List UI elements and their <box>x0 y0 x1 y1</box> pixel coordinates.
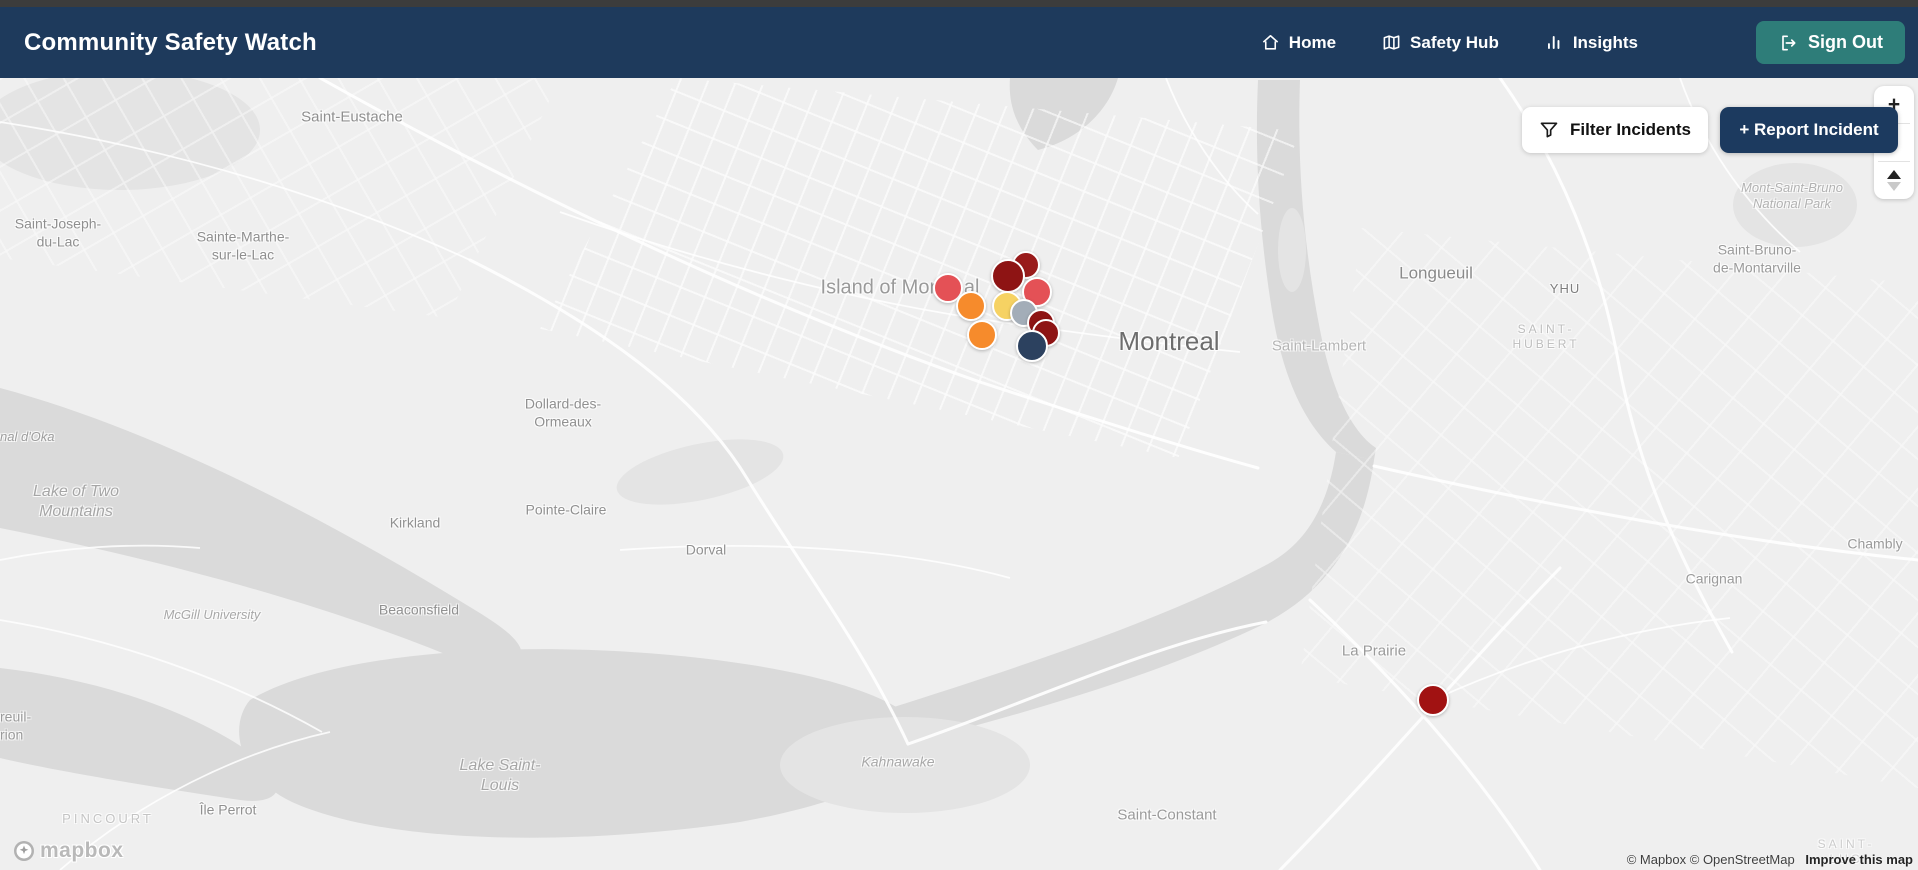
pitch-toggle-button[interactable] <box>1874 162 1914 199</box>
nav-insights[interactable]: Insights <box>1545 33 1638 53</box>
bar-chart-icon <box>1545 33 1564 52</box>
mapbox-logo[interactable]: mapbox <box>12 839 124 863</box>
nav-insights-label: Insights <box>1572 32 1638 52</box>
attribution-links[interactable]: © Mapbox © OpenStreetMap <box>1626 852 1795 867</box>
map-icon <box>1382 33 1401 52</box>
nav-home-label: Home <box>1288 32 1337 52</box>
nav-safety-hub-label: Safety Hub <box>1410 32 1499 52</box>
arrow-down-icon <box>1887 182 1901 191</box>
incident-marker[interactable] <box>956 291 986 321</box>
mapbox-wordmark: mapbox <box>40 839 124 862</box>
app-title: Community Safety Watch <box>24 28 317 56</box>
report-incident-button[interactable]: + Report Incident <box>1720 107 1898 153</box>
divider <box>1878 161 1910 162</box>
home-icon <box>1261 33 1280 52</box>
filter-incidents-button[interactable]: Filter Incidents <box>1522 107 1708 153</box>
map-markers-layer <box>0 78 1918 870</box>
header-nav: Home Safety Hub Insights Sign Out <box>1261 21 1905 64</box>
incident-marker[interactable] <box>1016 330 1048 362</box>
app-header: Community Safety Watch Home Safety Hub I… <box>0 7 1918 78</box>
map-attribution: © Mapbox © OpenStreetMap Improve this ma… <box>1627 852 1913 867</box>
sign-out-icon <box>1778 33 1798 53</box>
map-canvas[interactable]: Saint-Eustache Saint-Joseph- du-Lac Sainte… <box>0 78 1918 870</box>
nav-home[interactable]: Home <box>1261 33 1336 53</box>
incident-marker[interactable] <box>967 320 997 350</box>
improve-map-link[interactable]: Improve this map <box>1805 852 1913 867</box>
mapbox-icon <box>14 841 34 861</box>
report-incident-label: + Report Incident <box>1739 120 1879 139</box>
incident-marker[interactable] <box>991 259 1025 293</box>
filter-incidents-label: Filter Incidents <box>1570 120 1691 139</box>
arrow-up-icon <box>1887 170 1901 179</box>
map-base-art <box>0 78 1918 870</box>
funnel-icon <box>1539 120 1559 140</box>
nav-safety-hub[interactable]: Safety Hub <box>1382 33 1499 53</box>
incident-marker[interactable] <box>1417 684 1449 716</box>
top-strip <box>0 0 1918 7</box>
sign-out-label: Sign Out <box>1808 32 1883 52</box>
sign-out-button[interactable]: Sign Out <box>1756 21 1905 64</box>
